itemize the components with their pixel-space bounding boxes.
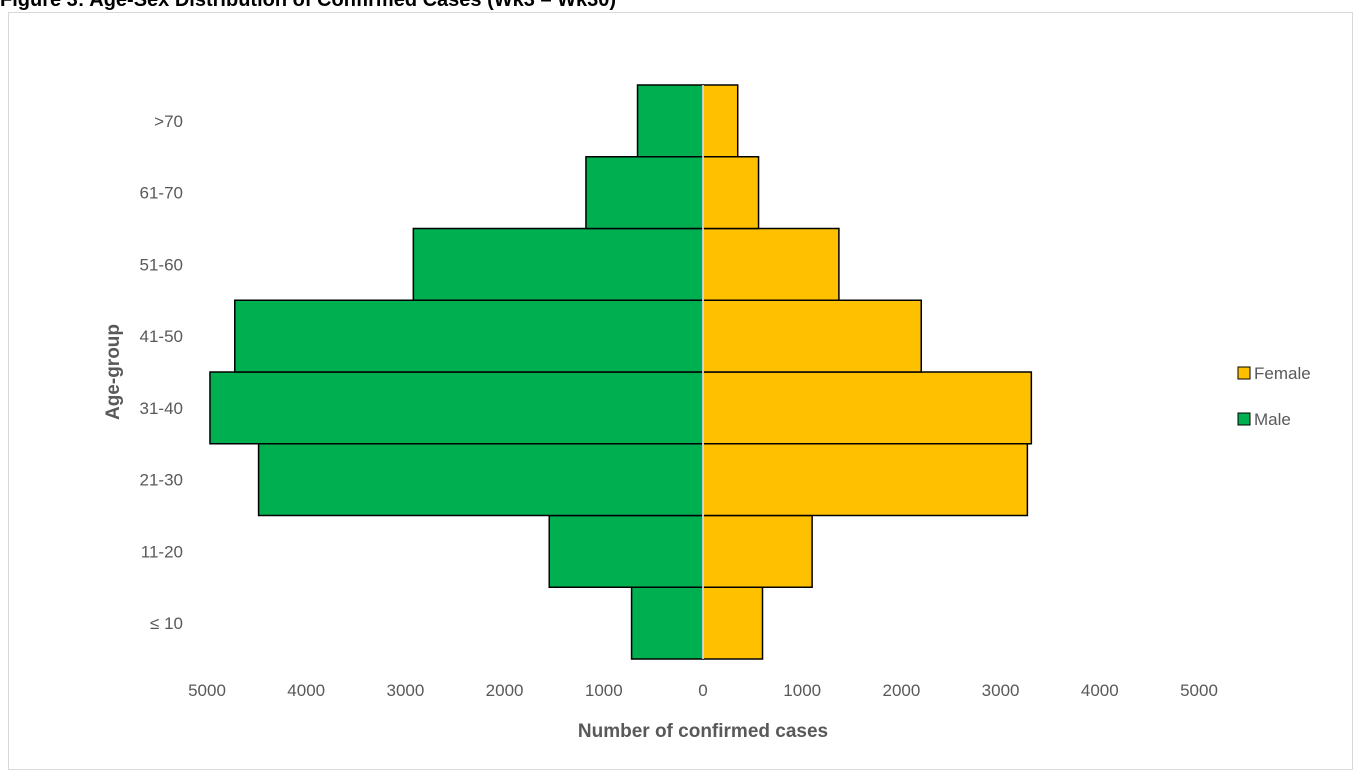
y-tick-label: 51-60 bbox=[140, 255, 183, 274]
y-tick-label: 41-50 bbox=[140, 327, 183, 346]
y-tick-label: 31-40 bbox=[140, 399, 183, 418]
x-tick-label: 3000 bbox=[386, 681, 424, 700]
bar-male-10 bbox=[630, 586, 704, 660]
x-tick-label: 1000 bbox=[783, 681, 821, 700]
bar-female-61-70 bbox=[702, 156, 760, 230]
y-tick-label: 11-20 bbox=[141, 542, 183, 561]
bar-male-70 bbox=[636, 84, 704, 158]
bar-male-41-50 bbox=[234, 299, 704, 373]
bar-female-11-20 bbox=[702, 514, 813, 588]
y-tick-label: 21-30 bbox=[140, 471, 183, 490]
bar-male-61-70 bbox=[585, 156, 704, 230]
bar-male-11-20 bbox=[548, 514, 704, 588]
x-tick-label: 5000 bbox=[188, 681, 226, 700]
y-tick-label: ≤ 10 bbox=[150, 614, 183, 633]
bars-group bbox=[209, 84, 1033, 660]
bar-female-41-50 bbox=[702, 299, 922, 373]
bar-female-10 bbox=[702, 586, 764, 660]
x-axis-tick-labels: 5000 4000 3000 2000 1000 0 1000 2000 3000 4000 500… bbox=[188, 681, 1218, 700]
x-tick-label: 4000 bbox=[287, 681, 325, 700]
bar-female-70 bbox=[702, 84, 739, 158]
x-tick-label: 2000 bbox=[882, 681, 920, 700]
legend-label-male: Male bbox=[1254, 410, 1291, 429]
x-tick-label: 2000 bbox=[486, 681, 524, 700]
x-tick-label: 5000 bbox=[1180, 681, 1218, 700]
y-tick-label: >70 bbox=[154, 112, 183, 131]
legend: Female Male bbox=[1237, 364, 1311, 429]
bar-female-51-60 bbox=[702, 227, 840, 301]
legend-label-female: Female bbox=[1254, 364, 1311, 383]
x-tick-label: 4000 bbox=[1081, 681, 1119, 700]
x-tick-label: 3000 bbox=[982, 681, 1020, 700]
bar-male-31-40 bbox=[209, 371, 704, 445]
bar-male-21-30 bbox=[257, 443, 704, 517]
y-tick-label: 61-70 bbox=[140, 184, 183, 203]
x-axis-title: Number of confirmed cases bbox=[578, 721, 828, 742]
chart-frame bbox=[8, 12, 1353, 770]
bar-female-21-30 bbox=[702, 443, 1029, 517]
y-axis-title: Age-group bbox=[103, 324, 124, 420]
x-tick-label: 1000 bbox=[585, 681, 623, 700]
legend-swatch-male bbox=[1237, 412, 1251, 426]
figure-title: Figure 3: Age-Sex Distribution of Confir… bbox=[0, 0, 617, 11]
legend-swatch-female bbox=[1237, 366, 1251, 380]
bar-male-51-60 bbox=[412, 227, 704, 301]
bar-female-31-40 bbox=[702, 371, 1033, 445]
x-tick-label: 0 bbox=[698, 681, 707, 700]
y-axis-tick-labels: ≤ 10 11-20 21-30 31-40 41-50 51-60 61-70 >70 bbox=[140, 112, 183, 633]
